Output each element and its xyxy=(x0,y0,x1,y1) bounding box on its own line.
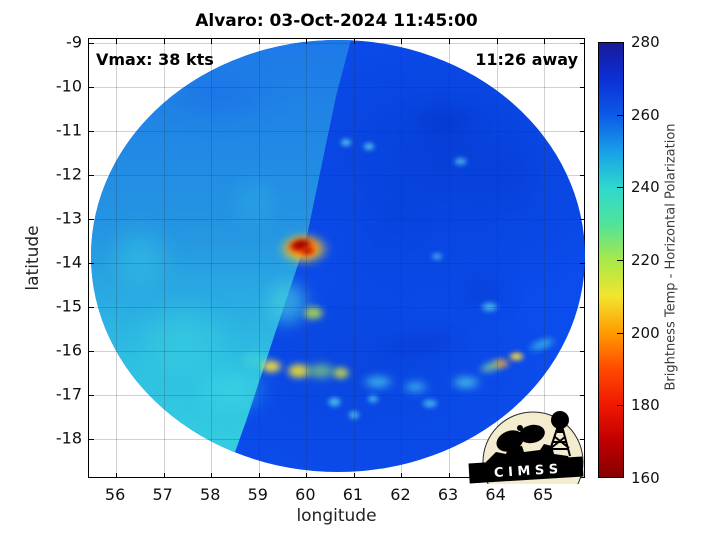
x-tick-label: 58 xyxy=(200,485,221,504)
cyan-speck xyxy=(428,250,446,262)
colorbar-tick-label: 220 xyxy=(631,251,660,269)
plot-area xyxy=(88,38,585,478)
cyan-speck xyxy=(345,408,363,421)
left-cyan-area xyxy=(223,166,285,237)
x-tick-label: 57 xyxy=(152,485,173,504)
plot-title: Alvaro: 03-Oct-2024 11:45:00 xyxy=(195,11,478,31)
vmax-annotation: Vmax: 38 kts xyxy=(96,50,214,69)
colorbar-label: Brightness Temp - Horizontal Polarizatio… xyxy=(663,123,679,391)
x-tick-label: 56 xyxy=(104,485,126,504)
x-tick-bottom xyxy=(306,473,308,478)
colorbar-tick-label: 200 xyxy=(631,323,660,342)
y-tick-label: -17 xyxy=(55,384,82,404)
rainband-cyan xyxy=(446,373,485,392)
colorbar-tick-label: 160 xyxy=(631,469,660,487)
x-tick-label: 62 xyxy=(390,485,411,504)
colorbar-tick-label: 180 xyxy=(631,396,660,415)
left-cyan-area xyxy=(99,214,181,303)
logo-banner-text: C I M S S xyxy=(494,462,559,481)
x-tick-bottom xyxy=(401,473,403,478)
x-tick-bottom xyxy=(449,473,451,478)
green-cell xyxy=(299,303,328,323)
satellite-swath-image xyxy=(91,40,585,472)
y-tick-label: -15 xyxy=(55,296,82,316)
colorbar-tick-label: 260 xyxy=(631,105,660,124)
x-tick-bottom xyxy=(116,473,118,478)
cyan-speck xyxy=(477,300,502,314)
cyan-speck xyxy=(325,394,345,409)
cyan-speck xyxy=(360,141,378,153)
eta-annotation: 11:26 away xyxy=(475,50,578,69)
x-tick-bottom xyxy=(353,473,355,478)
rainband-yellow xyxy=(257,356,286,377)
rainband-cyan xyxy=(399,379,433,395)
dark-patch xyxy=(368,179,426,250)
y-tick-label: -11 xyxy=(55,120,82,140)
y-tick-label: -18 xyxy=(55,428,82,448)
rainband-cyan xyxy=(357,373,398,391)
cyan-speck xyxy=(364,393,382,406)
x-tick-label: 60 xyxy=(295,485,316,504)
y-tick-label: -13 xyxy=(55,208,82,228)
x-tick-label: 63 xyxy=(437,485,459,504)
cimss-logo: C I M S S xyxy=(468,411,584,484)
x-tick-bottom xyxy=(258,473,260,478)
rainband-yellow xyxy=(505,349,528,363)
x-axis-label: longitude xyxy=(296,506,377,526)
x-tick-bottom xyxy=(163,473,165,478)
dark-patch xyxy=(399,100,490,145)
colorbar-tick xyxy=(617,114,623,116)
y-tick-label: -9 xyxy=(66,32,82,52)
left-blue-top xyxy=(158,65,283,127)
rainband-yellowgreen xyxy=(329,364,353,382)
y-tick-label: -14 xyxy=(55,252,82,272)
colorbar-tick xyxy=(617,332,623,334)
water-tower-neck xyxy=(557,427,563,433)
colorbar-tick-label: 280 xyxy=(631,33,660,51)
colorbar-tick xyxy=(617,405,623,407)
y-axis-label: latitude xyxy=(23,225,43,291)
core-red xyxy=(298,244,318,258)
core-cyan-halo xyxy=(256,269,319,336)
x-tick-label: 65 xyxy=(532,485,554,504)
cyan-speck xyxy=(337,137,355,149)
water-tower-dome xyxy=(551,411,569,429)
colorbar-tick xyxy=(617,260,623,261)
cyan-speck xyxy=(419,397,441,411)
dark-patch xyxy=(470,139,533,211)
colorbar-tick xyxy=(617,187,623,189)
x-tick-label: 61 xyxy=(342,485,364,504)
y-tick-label: -12 xyxy=(55,164,82,184)
colorbar-tick-label: 240 xyxy=(631,178,660,197)
dark-patch xyxy=(446,265,518,323)
x-tick-label: 64 xyxy=(485,485,506,504)
x-tick-label: 59 xyxy=(247,485,268,504)
water-tower-icon xyxy=(547,425,571,457)
x-tick-bottom xyxy=(211,473,213,478)
y-tick-label: -16 xyxy=(55,340,82,360)
y-tick-label: -10 xyxy=(55,76,82,96)
cyan-speck xyxy=(451,156,471,168)
